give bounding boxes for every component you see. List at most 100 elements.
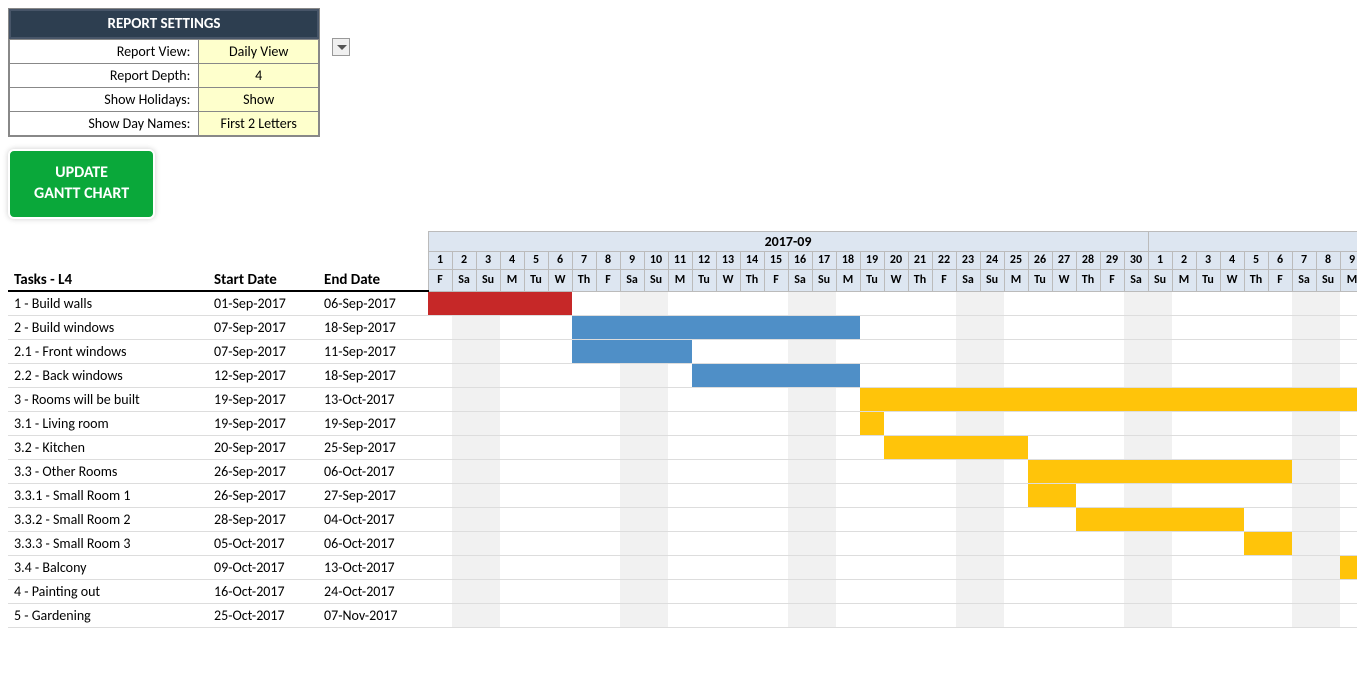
gantt-cell bbox=[452, 339, 476, 363]
day-name: F bbox=[596, 269, 620, 291]
gantt-cell bbox=[1292, 555, 1316, 579]
gantt-cell bbox=[1052, 363, 1076, 387]
gantt-cell bbox=[1028, 387, 1052, 411]
gantt-cell bbox=[428, 315, 452, 339]
report-settings-panel: REPORT SETTINGS Report View:Daily ViewRe… bbox=[8, 8, 320, 137]
gantt-cell bbox=[1292, 531, 1316, 555]
gantt-cell bbox=[836, 291, 860, 315]
gantt-cell bbox=[740, 291, 764, 315]
gantt-cell bbox=[932, 315, 956, 339]
day-number: 1 bbox=[428, 251, 452, 269]
gantt-cell bbox=[932, 603, 956, 627]
gantt-cell bbox=[1052, 507, 1076, 531]
gantt-cell bbox=[716, 291, 740, 315]
gantt-cell bbox=[452, 507, 476, 531]
gantt-cell bbox=[860, 555, 884, 579]
gantt-cell bbox=[836, 579, 860, 603]
gantt-cell bbox=[476, 507, 500, 531]
task-name: 3.3.1 - Small Room 1 bbox=[8, 483, 208, 507]
task-start: 26-Sep-2017 bbox=[208, 483, 318, 507]
gantt-cell bbox=[500, 603, 524, 627]
gantt-cell bbox=[1220, 315, 1244, 339]
gantt-cell bbox=[1148, 291, 1172, 315]
gantt-cell bbox=[620, 531, 644, 555]
gantt-cell bbox=[980, 339, 1004, 363]
gantt-cell bbox=[644, 435, 668, 459]
gantt-cell bbox=[1268, 363, 1292, 387]
gantt-cell bbox=[884, 603, 908, 627]
gantt-cell bbox=[932, 555, 956, 579]
gantt-cell bbox=[1316, 339, 1340, 363]
gantt-cell bbox=[1148, 387, 1172, 411]
gantt-cell bbox=[1196, 435, 1220, 459]
gantt-cell bbox=[1196, 507, 1220, 531]
gantt-cell bbox=[524, 291, 548, 315]
gantt-cell bbox=[1004, 579, 1028, 603]
gantt-cell bbox=[716, 531, 740, 555]
gantt-cell bbox=[1124, 435, 1148, 459]
gantt-cell bbox=[620, 363, 644, 387]
month-header: 2017-09 bbox=[428, 231, 1148, 251]
gantt-cell bbox=[1340, 531, 1357, 555]
settings-value[interactable]: 4 bbox=[199, 64, 319, 88]
gantt-cell bbox=[452, 387, 476, 411]
gantt-cell bbox=[764, 315, 788, 339]
gantt-cell bbox=[1076, 411, 1100, 435]
gantt-cell bbox=[1076, 507, 1100, 531]
day-number: 6 bbox=[548, 251, 572, 269]
day-number: 28 bbox=[1076, 251, 1100, 269]
column-header-end: End Date bbox=[318, 269, 428, 291]
day-name: F bbox=[1100, 269, 1124, 291]
gantt-cell bbox=[1028, 531, 1052, 555]
gantt-cell bbox=[1220, 339, 1244, 363]
gantt-cell bbox=[860, 483, 884, 507]
gantt-cell bbox=[1028, 363, 1052, 387]
settings-value[interactable]: Daily View bbox=[199, 40, 319, 64]
gantt-cell bbox=[1292, 603, 1316, 627]
gantt-cell bbox=[1268, 603, 1292, 627]
gantt-cell bbox=[596, 579, 620, 603]
gantt-cell bbox=[1004, 339, 1028, 363]
settings-value[interactable]: Show bbox=[199, 88, 319, 112]
gantt-cell bbox=[1028, 411, 1052, 435]
gantt-cell bbox=[1316, 291, 1340, 315]
settings-value[interactable]: First 2 Letters bbox=[199, 112, 319, 136]
gantt-cell bbox=[452, 579, 476, 603]
day-name: W bbox=[884, 269, 908, 291]
gantt-cell bbox=[1268, 483, 1292, 507]
day-name: F bbox=[428, 269, 452, 291]
gantt-cell bbox=[428, 363, 452, 387]
gantt-cell bbox=[620, 507, 644, 531]
gantt-cell bbox=[1268, 531, 1292, 555]
gantt-cell bbox=[764, 459, 788, 483]
gantt-cell bbox=[956, 603, 980, 627]
day-name: Th bbox=[1244, 269, 1268, 291]
gantt-cell bbox=[668, 603, 692, 627]
gantt-cell bbox=[764, 339, 788, 363]
gantt-cell bbox=[1340, 339, 1357, 363]
gantt-cell bbox=[1172, 579, 1196, 603]
gantt-cell bbox=[812, 435, 836, 459]
gantt-cell bbox=[500, 315, 524, 339]
gantt-cell bbox=[1244, 531, 1268, 555]
chevron-down-icon[interactable] bbox=[332, 38, 350, 56]
gantt-cell bbox=[812, 339, 836, 363]
update-gantt-button[interactable]: UPDATE GANTT CHART bbox=[8, 149, 155, 219]
gantt-cell bbox=[836, 507, 860, 531]
gantt-cell bbox=[596, 315, 620, 339]
gantt-cell bbox=[620, 483, 644, 507]
gantt-cell bbox=[860, 603, 884, 627]
gantt-cell bbox=[788, 339, 812, 363]
task-name: 3.1 - Living room bbox=[8, 411, 208, 435]
gantt-cell bbox=[956, 507, 980, 531]
gantt-cell bbox=[644, 387, 668, 411]
gantt-cell bbox=[692, 435, 716, 459]
gantt-cell bbox=[836, 411, 860, 435]
gantt-cell bbox=[1076, 291, 1100, 315]
gantt-cell bbox=[860, 387, 884, 411]
gantt-cell bbox=[620, 387, 644, 411]
gantt-cell bbox=[1340, 555, 1357, 579]
gantt-cell bbox=[788, 435, 812, 459]
gantt-cell bbox=[500, 411, 524, 435]
gantt-cell bbox=[548, 483, 572, 507]
